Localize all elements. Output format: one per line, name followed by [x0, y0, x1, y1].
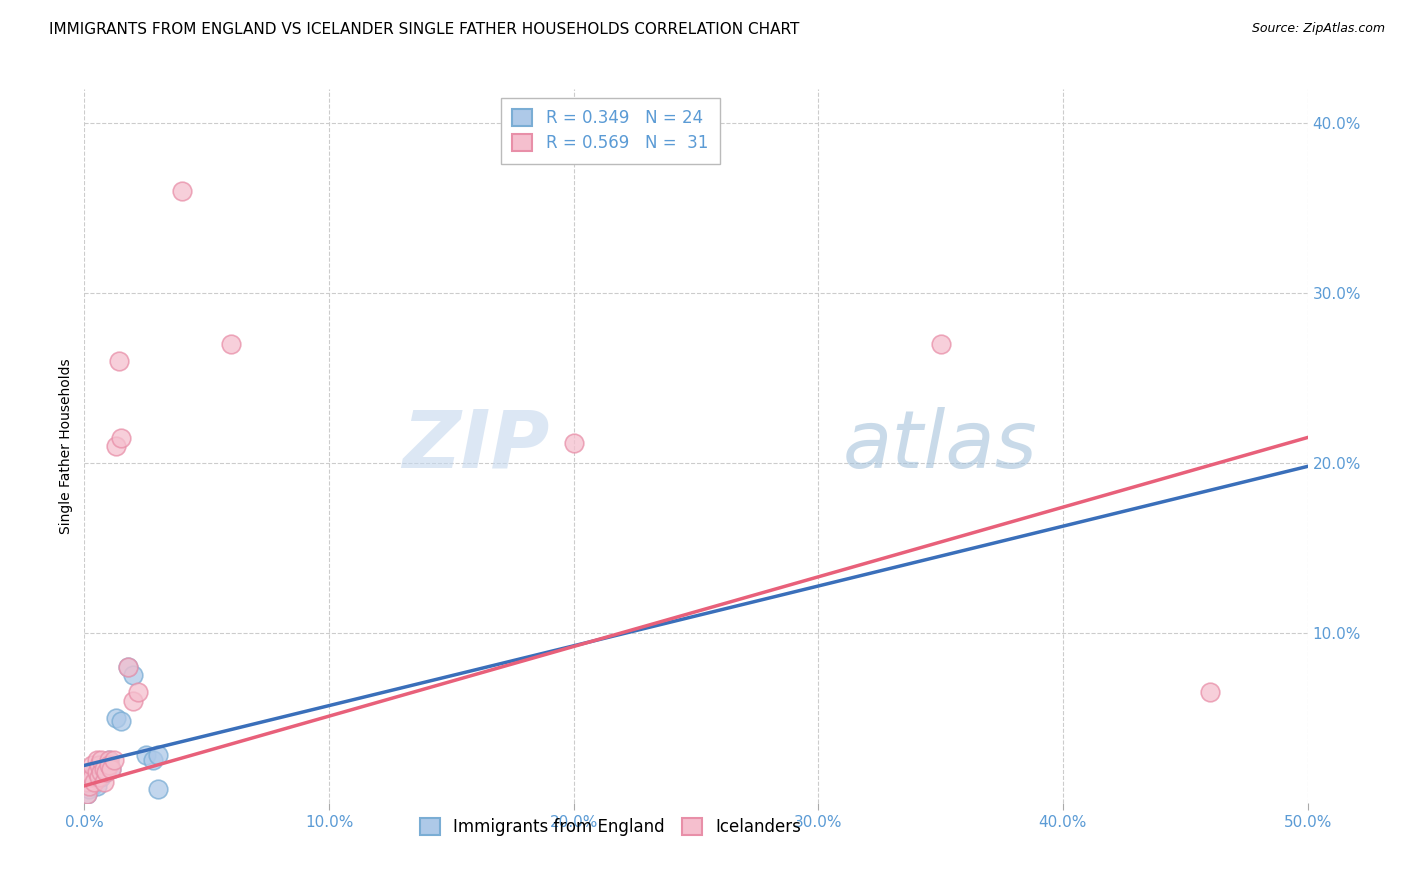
Point: [86, 765, 108, 780]
Point: [122, 694, 145, 708]
Point: [135, 748, 157, 763]
Point: [96, 765, 118, 780]
Point: [80, 758, 103, 772]
Point: [80, 770, 103, 784]
Point: [76, 787, 98, 801]
Point: [105, 711, 128, 725]
Legend: Immigrants from England, Icelanders: Immigrants from England, Icelanders: [408, 806, 813, 848]
Point: [77, 775, 100, 789]
Point: [87, 758, 110, 772]
Point: [86, 779, 108, 793]
Point: [100, 762, 122, 776]
Point: [110, 430, 132, 444]
Y-axis label: Single Father Households: Single Father Households: [59, 359, 73, 533]
Text: atlas: atlas: [842, 407, 1038, 485]
Point: [100, 762, 122, 776]
Point: [1198, 685, 1220, 699]
Point: [87, 762, 110, 776]
Text: ZIP: ZIP: [402, 407, 550, 485]
Point: [77, 782, 100, 797]
Text: Source: ZipAtlas.com: Source: ZipAtlas.com: [1251, 22, 1385, 36]
Point: [219, 337, 242, 351]
Point: [97, 753, 120, 767]
Point: [929, 337, 952, 351]
Point: [93, 762, 115, 776]
Point: [90, 770, 112, 784]
Point: [97, 753, 120, 767]
Point: [97, 758, 120, 772]
Point: [83, 765, 105, 780]
Text: IMMIGRANTS FROM ENGLAND VS ICELANDER SINGLE FATHER HOUSEHOLDS CORRELATION CHART: IMMIGRANTS FROM ENGLAND VS ICELANDER SIN…: [49, 22, 800, 37]
Point: [142, 753, 165, 767]
Point: [80, 770, 103, 784]
Point: [76, 779, 98, 793]
Point: [86, 770, 108, 784]
Point: [110, 714, 132, 729]
Point: [76, 787, 98, 801]
Point: [77, 765, 100, 780]
Point: [103, 753, 125, 767]
Point: [107, 354, 129, 368]
Point: [172, 184, 194, 198]
Point: [86, 753, 108, 767]
Point: [83, 775, 105, 789]
Point: [122, 668, 145, 682]
Point: [146, 782, 169, 797]
Point: [77, 779, 100, 793]
Point: [105, 439, 128, 453]
Point: [93, 775, 115, 789]
Point: [93, 758, 115, 772]
Point: [117, 660, 139, 674]
Point: [90, 753, 112, 767]
Point: [90, 765, 112, 780]
Point: [76, 775, 98, 789]
Point: [562, 435, 585, 450]
Point: [146, 748, 169, 763]
Point: [117, 660, 139, 674]
Point: [96, 765, 118, 780]
Point: [127, 685, 149, 699]
Point: [80, 779, 103, 793]
Point: [87, 770, 110, 784]
Point: [83, 775, 105, 789]
